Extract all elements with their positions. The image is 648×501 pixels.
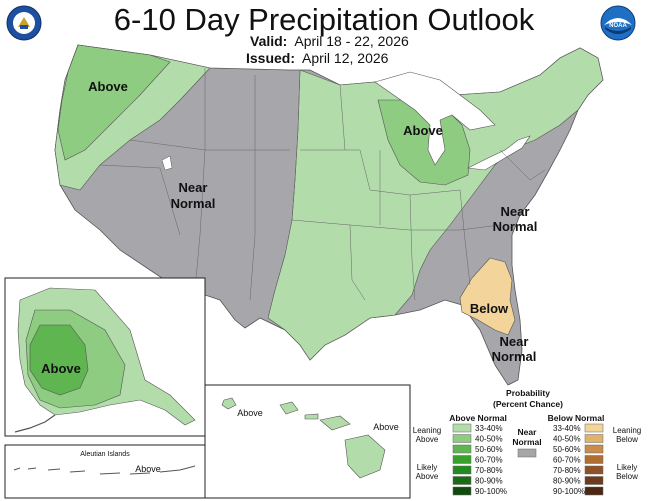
alaska-chain [14, 414, 56, 433]
label-aleutian-title: Aleutian Islands [80, 451, 130, 458]
issued-date: Issued: April 12, 2026 [246, 50, 388, 66]
legend-above-swatch [452, 444, 472, 454]
hawaii-maui [319, 415, 351, 431]
valid-label: Valid: [250, 33, 288, 49]
legend-leaning-above-1: Leaning [413, 426, 441, 435]
hawaii-inset [204, 384, 411, 499]
southeast-below-33-40 [459, 257, 516, 336]
legend-above-swatch [452, 423, 472, 433]
legend: Probability (Percent Chance) Above Norma… [413, 388, 641, 496]
page-title: 6-10 Day Precipitation Outlook [113, 2, 535, 37]
label-near-normal-1: Near [179, 180, 208, 195]
label-west-above: Above [88, 79, 128, 94]
legend-above-bin-label: 50-60% [475, 445, 503, 454]
legend-likely-below-2: Below [616, 472, 638, 481]
hawaii-big-island [344, 434, 386, 479]
legend-likely-above-1: Likely [417, 463, 437, 472]
legend-below-swatch [584, 486, 604, 496]
great-lakes [374, 71, 496, 166]
hawaii-molokai [304, 413, 319, 420]
legend-leaning-above-2: Above [416, 435, 439, 444]
legend-title-1: Probability [506, 388, 550, 398]
hawaii-oahu [279, 401, 299, 415]
svg-text:NOAA: NOAA [609, 23, 627, 29]
legend-above-swatch [452, 476, 472, 485]
legend-below-bin-label: 70-80% [553, 466, 581, 475]
legend-leaning-below-1: Leaning [613, 426, 641, 435]
alaska-inset [4, 277, 206, 437]
label-hawaii-above-2: Above [373, 422, 399, 432]
noaa-logo-icon: NOAA [600, 5, 636, 41]
legend-likely-above-2: Above [416, 472, 439, 481]
legend-near-header-1: Near [518, 427, 538, 437]
valid-value: April 18 - 22, 2026 [294, 33, 409, 49]
legend-near-swatch [517, 448, 537, 458]
label-se-below: Below [470, 301, 509, 316]
state-lines [99, 68, 546, 301]
label-fl-near-2: Normal [492, 349, 537, 364]
legend-below-header: Below Normal [548, 413, 605, 423]
legend-above-swatch [452, 486, 472, 496]
aleutian-frame [4, 444, 206, 499]
hawaii-frame [204, 384, 411, 499]
great-salt-lake [161, 155, 173, 171]
pnw-above-40-50 [57, 44, 171, 161]
legend-below-swatch [584, 455, 604, 464]
legend-above-bin-label: 33-40% [475, 424, 503, 433]
legend-below-bin-label: 50-60% [553, 445, 581, 454]
legend-title-2: (Percent Chance) [493, 399, 563, 409]
label-aleutian-above: Above [135, 464, 161, 474]
legend-below-bin-label: 33-40% [553, 424, 581, 433]
issued-value: April 12, 2026 [302, 50, 389, 66]
legend-above-bin-label: 60-70% [475, 456, 503, 465]
legend-below-bin-label: 60-70% [553, 456, 581, 465]
legend-above-swatch [452, 434, 472, 443]
label-midwest-above: Above [403, 123, 443, 138]
legend-below-swatch [584, 444, 604, 454]
label-fl-near-1: Near [500, 334, 529, 349]
legend-likely-below-1: Likely [617, 463, 637, 472]
legend-below-swatch [584, 434, 604, 443]
legend-above-header: Above Normal [449, 413, 507, 423]
label-hawaii-above-1: Above [237, 408, 263, 418]
label-near-normal-2: Normal [171, 196, 216, 211]
label-east-near-2: Normal [493, 219, 538, 234]
lake-erie-ontario [466, 135, 531, 171]
legend-below-swatch [584, 476, 604, 485]
conus-map [54, 44, 604, 386]
legend-above-bin-label: 70-80% [475, 466, 503, 475]
legend-near-header-2: Normal [512, 437, 541, 447]
valid-dates: Valid: April 18 - 22, 2026 [250, 33, 409, 49]
legend-below-swatch [584, 465, 604, 475]
label-east-near-1: Near [501, 204, 530, 219]
legend-below-bin-label: 80-90% [553, 477, 581, 486]
alaska-above-50-60 [29, 324, 89, 396]
label-alaska-above: Above [41, 361, 81, 376]
central-above-33-40 [267, 47, 604, 361]
issued-label: Issued: [246, 50, 296, 66]
legend-above-swatch [452, 465, 472, 475]
legend-above-swatch [452, 455, 472, 464]
aleutian-chain [13, 465, 196, 475]
legend-above-bin-label: 40-50% [475, 435, 503, 444]
legend-leaning-below-2: Below [616, 435, 638, 444]
legend-below-bin-label: 90-100% [553, 487, 585, 496]
legend-above-bin-label: 80-90% [475, 477, 503, 486]
doc-seal-icon [6, 5, 42, 41]
hawaii-kauai [221, 397, 237, 410]
legend-below-bin-label: 40-50% [553, 435, 581, 444]
legend-below-swatch [584, 423, 604, 433]
legend-rows: 33-40% 33-40%40-50% 40-50%50-60% 50-60%60-7… [452, 423, 604, 496]
legend-above-bin-label: 90-100% [475, 487, 507, 496]
aleutian-inset [4, 444, 206, 499]
